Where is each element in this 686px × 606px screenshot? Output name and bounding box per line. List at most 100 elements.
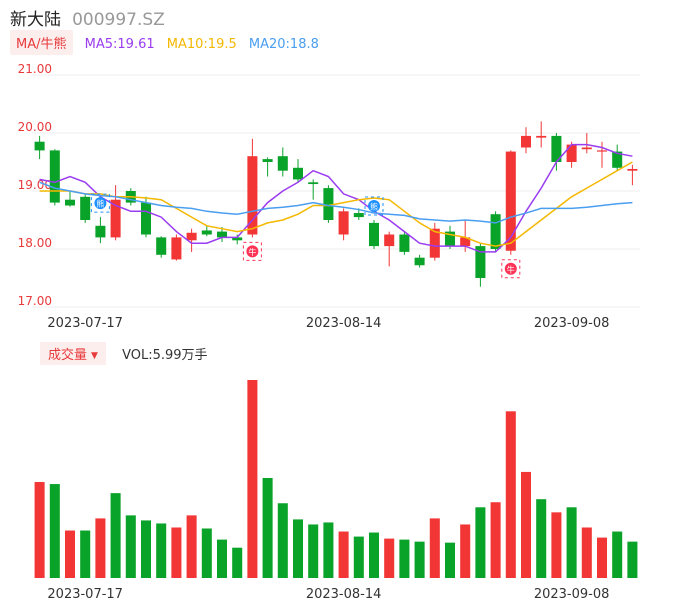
- title-row: 新大陆 000997.SZ: [10, 5, 165, 30]
- marker-badge: [504, 262, 517, 275]
- marker-badge: [368, 200, 380, 212]
- volume-bar: [399, 539, 410, 578]
- price-chart: 21.00 20.00 19.00 18.00 17.00 熊牛 熊牛 2023-07-17 2…: [18, 62, 640, 331]
- volume-bar: [627, 541, 638, 578]
- candle-body: [338, 211, 349, 235]
- volume-bar: [338, 531, 349, 578]
- candle-body: [216, 231, 228, 238]
- marker-badge: [246, 245, 259, 258]
- candle-body: [80, 196, 91, 220]
- y-tick-label: 20.00: [18, 120, 52, 134]
- candle-body: [536, 135, 547, 138]
- x-tick-label: 2023-07-17: [47, 316, 123, 331]
- candle-body: [612, 151, 623, 168]
- candle-body: [308, 182, 319, 185]
- candle-body: [171, 237, 182, 260]
- volume-bar: [353, 536, 364, 578]
- volume-readout: VOL:5.99万手: [122, 348, 208, 363]
- volume-bar: [140, 520, 152, 578]
- candle-body: [368, 222, 380, 247]
- marker-frame: [364, 196, 384, 216]
- candle-body: [581, 147, 592, 150]
- volume-bar: [64, 530, 76, 578]
- candle-body: [384, 234, 395, 247]
- marker-label: 牛: [248, 247, 256, 257]
- bull-marker-icon: 牛: [242, 241, 262, 261]
- volume-bar: [414, 541, 425, 578]
- candle-body: [551, 135, 562, 162]
- candle-body: [95, 225, 106, 238]
- marker-badge: [94, 197, 107, 210]
- volume-bar: [612, 531, 623, 578]
- y-tick-label: 17.00: [18, 294, 52, 308]
- candle-body: [596, 150, 608, 152]
- candle-body: [353, 213, 364, 218]
- volume-bar: [475, 507, 486, 578]
- candle-body: [505, 151, 516, 251]
- candle-body: [277, 156, 288, 171]
- volume-bar: [460, 524, 471, 578]
- marker-label: 熊: [370, 202, 378, 212]
- candle-body: [566, 144, 577, 162]
- candle-body: [232, 237, 243, 241]
- volume-bar: [490, 502, 501, 578]
- candle-body: [34, 141, 45, 151]
- x-tick-label: 2023-09-08: [534, 587, 610, 602]
- bear-marker-icon: 熊: [364, 196, 384, 216]
- stock-code: 000997.SZ: [72, 10, 165, 30]
- volume-bar: [110, 493, 121, 578]
- volume-bar: [520, 471, 532, 578]
- volume-bar: [596, 537, 608, 578]
- marker-frame: [90, 193, 110, 213]
- marker-frame: [242, 241, 262, 261]
- volume-bar: [429, 518, 440, 578]
- volume-bar: [156, 523, 167, 578]
- volume-bar: [49, 484, 60, 578]
- volume-header: 成交量 ▼ VOL:5.99万手: [40, 342, 208, 365]
- candle-body: [490, 214, 501, 249]
- volume-bar: [247, 380, 258, 578]
- volume-bar: [581, 527, 592, 578]
- candle-body: [64, 199, 76, 206]
- ma10-readout: MA10:19.5: [166, 37, 237, 52]
- candle-body: [444, 231, 456, 247]
- volume-selector-button[interactable]: 成交量 ▼: [40, 342, 106, 365]
- volume-bar: [292, 519, 304, 578]
- ma-line-ma20: [39, 181, 633, 224]
- candle-body: [399, 234, 410, 252]
- candle-body: [186, 232, 197, 241]
- candle-body: [49, 150, 60, 203]
- candle-body: [429, 228, 440, 258]
- indicator-selector-button[interactable]: MA/牛熊: [10, 30, 73, 55]
- x-tick-label: 2023-08-14: [306, 587, 382, 602]
- volume-bar: [262, 477, 273, 578]
- volume-bar: [171, 527, 182, 578]
- x-tick-label: 2023-07-17: [47, 587, 123, 602]
- y-tick-label: 18.00: [18, 236, 52, 250]
- volume-bar: [444, 542, 456, 578]
- caret-down-icon: ▼: [91, 350, 98, 361]
- volume-bar: [232, 547, 243, 578]
- volume-bar: [80, 530, 91, 578]
- ma-line-ma5: [39, 143, 633, 253]
- indicator-row: MA/牛熊 MA5:19.61 MA10:19.5 MA20:18.8: [10, 30, 319, 55]
- volume-bar: [125, 515, 136, 578]
- volume-bar: [566, 507, 577, 578]
- volume-bar: [277, 503, 288, 578]
- volume-bar: [34, 482, 45, 578]
- volume-bar: [384, 538, 395, 578]
- candle-body: [627, 168, 638, 171]
- volume-bar: [308, 524, 319, 578]
- candle-body: [262, 159, 273, 162]
- candle-body: [414, 257, 425, 266]
- volume-bar: [323, 522, 334, 578]
- bear-marker-icon: 熊: [90, 193, 110, 213]
- volume-bar: [216, 539, 228, 578]
- volume-bar: [368, 532, 380, 578]
- volume-chart: 2023-07-17 2023-08-14 2023-09-08: [34, 380, 638, 602]
- candle-body: [247, 156, 258, 235]
- volume-selector-label: 成交量: [48, 348, 88, 363]
- y-tick-label: 21.00: [18, 62, 52, 76]
- candle-body: [110, 199, 121, 238]
- candle-body: [201, 230, 212, 235]
